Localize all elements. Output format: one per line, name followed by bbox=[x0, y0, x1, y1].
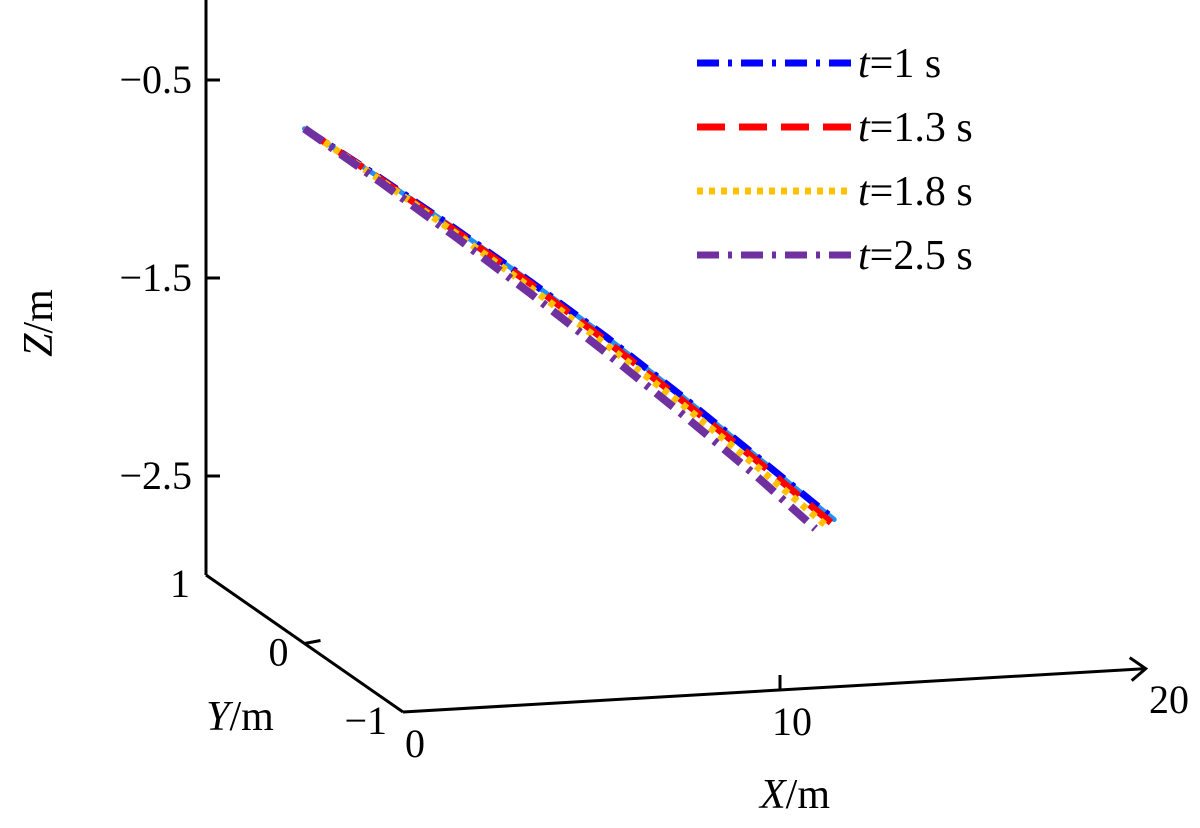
legend-item: t=1 s bbox=[697, 41, 941, 87]
z-axis-label: Z/m bbox=[16, 289, 62, 357]
curves-group bbox=[302, 125, 837, 532]
legend-label: t=1.3 s bbox=[858, 105, 973, 151]
y-tick-label: 1 bbox=[170, 561, 190, 606]
axes-group bbox=[204, 0, 1149, 714]
axis-labels-group: X/m Y/m Z/m bbox=[16, 289, 830, 818]
y-tick-label: −1 bbox=[344, 698, 387, 743]
z-tick-label: −2.5 bbox=[119, 453, 192, 498]
legend-label-rest: =1.8 s bbox=[870, 169, 973, 215]
x-tick-label: 0 bbox=[405, 721, 425, 766]
legend: t=1 st=1.3 st=1.8 st=2.5 s bbox=[697, 41, 973, 279]
legend-label-rest: =1 s bbox=[870, 41, 942, 87]
legend-item: t=1.3 s bbox=[697, 105, 973, 151]
x-axis-label-var: X bbox=[758, 772, 788, 818]
y-axis-label-var: Y bbox=[206, 694, 234, 740]
z-axis-label-unit: /m bbox=[16, 289, 62, 334]
legend-label-var: t bbox=[858, 105, 871, 151]
z-tick-label: −0.5 bbox=[119, 57, 192, 102]
x-axis-line bbox=[402, 667, 1146, 714]
legend-label-rest: =2.5 s bbox=[870, 233, 973, 279]
x-axis-arrowhead bbox=[1128, 656, 1149, 682]
legend-label: t=1 s bbox=[858, 41, 941, 87]
legend-label-rest: =1.3 s bbox=[870, 105, 973, 151]
x-tick-label: 20 bbox=[1149, 677, 1189, 722]
legend-label-var: t bbox=[858, 41, 871, 87]
z-axis-label-var: Z bbox=[16, 333, 62, 357]
legend-item: t=1.8 s bbox=[697, 169, 973, 215]
legend-item: t=2.5 s bbox=[697, 233, 973, 279]
y-tick-label: 0 bbox=[269, 630, 289, 675]
series-line-4 bbox=[302, 125, 818, 532]
y-axis-label: Y/m bbox=[206, 694, 274, 740]
x-tick-label: 10 bbox=[772, 699, 812, 744]
x-axis-label: X/m bbox=[758, 772, 830, 818]
legend-label: t=2.5 s bbox=[858, 233, 973, 279]
legend-label-var: t bbox=[858, 233, 871, 279]
x-axis-label-unit: /m bbox=[786, 772, 831, 818]
y-tick-mark bbox=[304, 639, 321, 645]
legend-label-var: t bbox=[858, 169, 871, 215]
y-axis-label-unit: /m bbox=[230, 694, 275, 740]
legend-label: t=1.8 s bbox=[858, 169, 973, 215]
z-tick-label: −1.5 bbox=[119, 255, 192, 300]
